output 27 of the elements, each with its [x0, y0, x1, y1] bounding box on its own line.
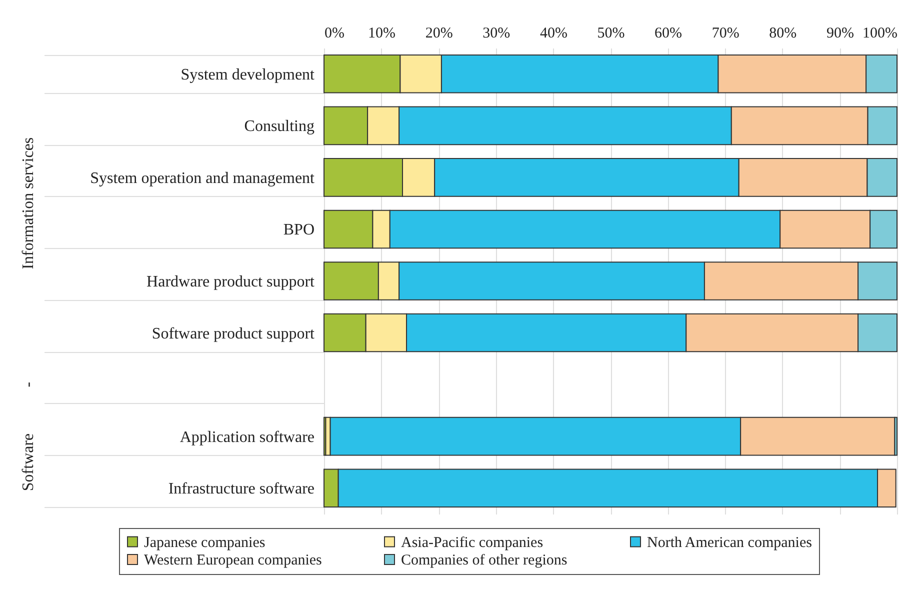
y-tick-label: System development: [180, 66, 316, 84]
y-tick-label: Infrastructure software: [168, 480, 314, 498]
x-tick-label: 40%: [540, 26, 568, 42]
text: -: [20, 382, 37, 388]
legend-label: North American companies: [647, 534, 812, 551]
text: Information services: [20, 137, 37, 270]
y-tick-label: Application software: [180, 428, 314, 446]
x-tick-label: 60%: [654, 26, 682, 42]
x-tick-label: 70%: [712, 26, 740, 42]
x-tick-label: 30%: [482, 26, 510, 42]
legend-label: Companies of other regions: [401, 552, 568, 568]
y-tick-label: Hardware product support: [146, 274, 316, 290]
legend-label: Western European companies: [144, 552, 322, 568]
y-tick-label: BPO: [283, 222, 314, 239]
legend-label: Asia-Pacific companies: [401, 534, 544, 551]
x-tick-label: 80%: [769, 26, 797, 42]
x-tick-label: 0%: [324, 26, 344, 42]
legend-label: Japanese companies: [144, 534, 266, 551]
y-tick-label: System operation and management: [90, 170, 316, 187]
x-tick-label: 50%: [597, 26, 625, 42]
x-tick-label: 10%: [368, 26, 396, 42]
x-tick-label: 20%: [425, 26, 453, 42]
x-tick-label: 90%: [826, 26, 854, 42]
text: Software: [20, 433, 37, 492]
y-tick-label: Consulting: [244, 118, 314, 136]
x-tick-label: 100%: [862, 26, 898, 42]
y-tick-label: Software product support: [152, 325, 316, 342]
